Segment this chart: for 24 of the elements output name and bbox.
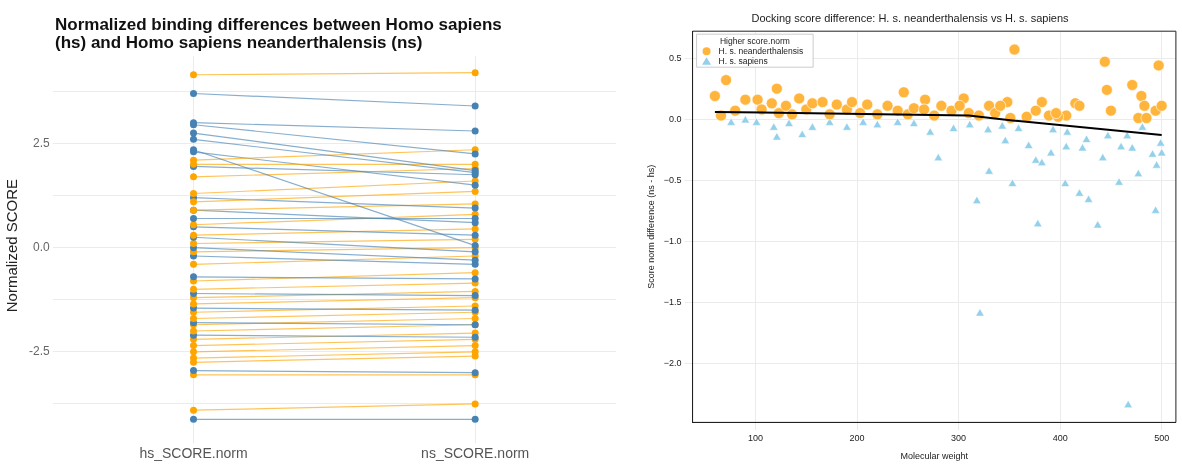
y-tick-label: −0.5 (663, 174, 682, 185)
chart-title: Docking score difference: H. s. neanderthalensis vs H. s. sapiens (751, 11, 1070, 24)
y-tick-label: 2.5 (32, 135, 50, 150)
legend-title: Higher score.norm (719, 35, 790, 46)
y-tick-label: 0.5 (669, 52, 682, 63)
y-axis-title: Normalized SCORE (3, 178, 21, 313)
y-tick-label: −2.0 (663, 358, 682, 369)
x-tick-label: 300 (951, 433, 967, 444)
y-tick-label: 0.0 (669, 113, 682, 124)
y-tick-label: -2.5 (28, 344, 50, 359)
chart-title: Normalized binding differences between Homo sapiens (hs) and Homo sapiens neanderthalensis (ns) (55, 15, 503, 52)
y-tick-label: 0.0 (32, 240, 50, 254)
y-tick-label: −1.5 (663, 297, 682, 308)
x-tick-label: 200 (849, 433, 865, 444)
x-tick-label: 500 (1154, 433, 1170, 444)
x-tick-label: 100 (748, 433, 764, 444)
legend-label: H. s. sapiens (718, 55, 768, 66)
y-axis-title: Score norm difference (ns - hs) (645, 164, 656, 289)
x-tick-label: hs_SCORE.norm (139, 445, 248, 462)
x-tick-label: ns_SCORE.norm (421, 445, 530, 462)
legend-label: H. s. neanderthalensis (718, 45, 804, 56)
x-tick-label: 400 (1052, 433, 1068, 444)
x-axis-title: Molecular weight (900, 451, 969, 462)
y-tick-label: −1.0 (663, 235, 682, 246)
